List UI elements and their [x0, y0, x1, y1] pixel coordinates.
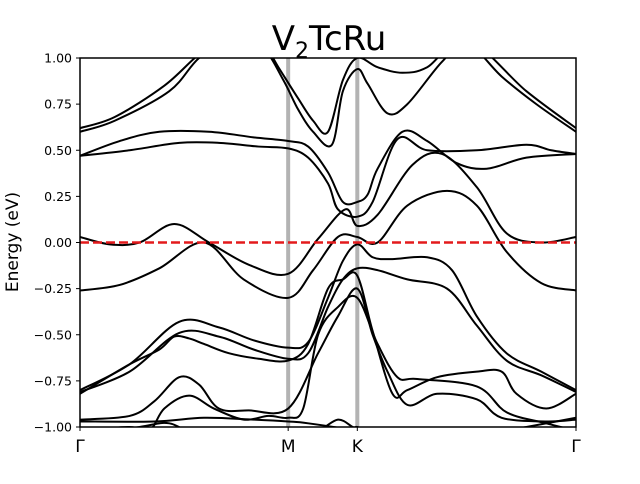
band-line-8: [80, 266, 576, 393]
band-line-4: [80, 136, 576, 218]
y-tick-label: 0.50: [44, 143, 72, 158]
band-line-6: [80, 189, 576, 299]
band-line-7: [80, 243, 576, 392]
x-tick-label-m: M: [281, 437, 296, 457]
y-axis-label: Energy (eV): [3, 192, 23, 292]
y-tick-label: −0.25: [34, 281, 72, 296]
band-line-2: [80, 58, 576, 148]
x-tick-label-gamma: Γ: [571, 437, 581, 457]
band-line-12: [80, 416, 576, 427]
band-lines: [80, 58, 576, 427]
y-tick-label: −0.50: [34, 327, 72, 342]
y-tick-label: −1.00: [34, 420, 72, 435]
chart-title-rest: TcRu: [308, 19, 386, 59]
band-line-10: [80, 287, 576, 423]
x-tick-label-gamma: Γ: [75, 437, 85, 457]
band-line-11: [111, 294, 565, 427]
y-tick-label: 0.25: [44, 189, 72, 204]
chart-title-main: V: [272, 19, 295, 59]
x-tick-label-k: K: [352, 437, 364, 457]
y-tick-label: 1.00: [44, 51, 72, 66]
band-line-9: [80, 271, 576, 410]
band-line-5: [80, 151, 576, 276]
y-tick-label: 0.75: [44, 97, 72, 112]
y-axis-ticks: −1.00 −0.75 −0.50 −0.25 0.00 0.25 0.50 0.75 1.00: [34, 51, 80, 435]
y-tick-label: 0.00: [44, 235, 72, 250]
chart-title-subscript: 2: [295, 39, 309, 64]
y-tick-label: −0.75: [34, 373, 72, 388]
chart-title: V2TcRu: [272, 19, 387, 64]
band-line-3: [80, 129, 576, 206]
